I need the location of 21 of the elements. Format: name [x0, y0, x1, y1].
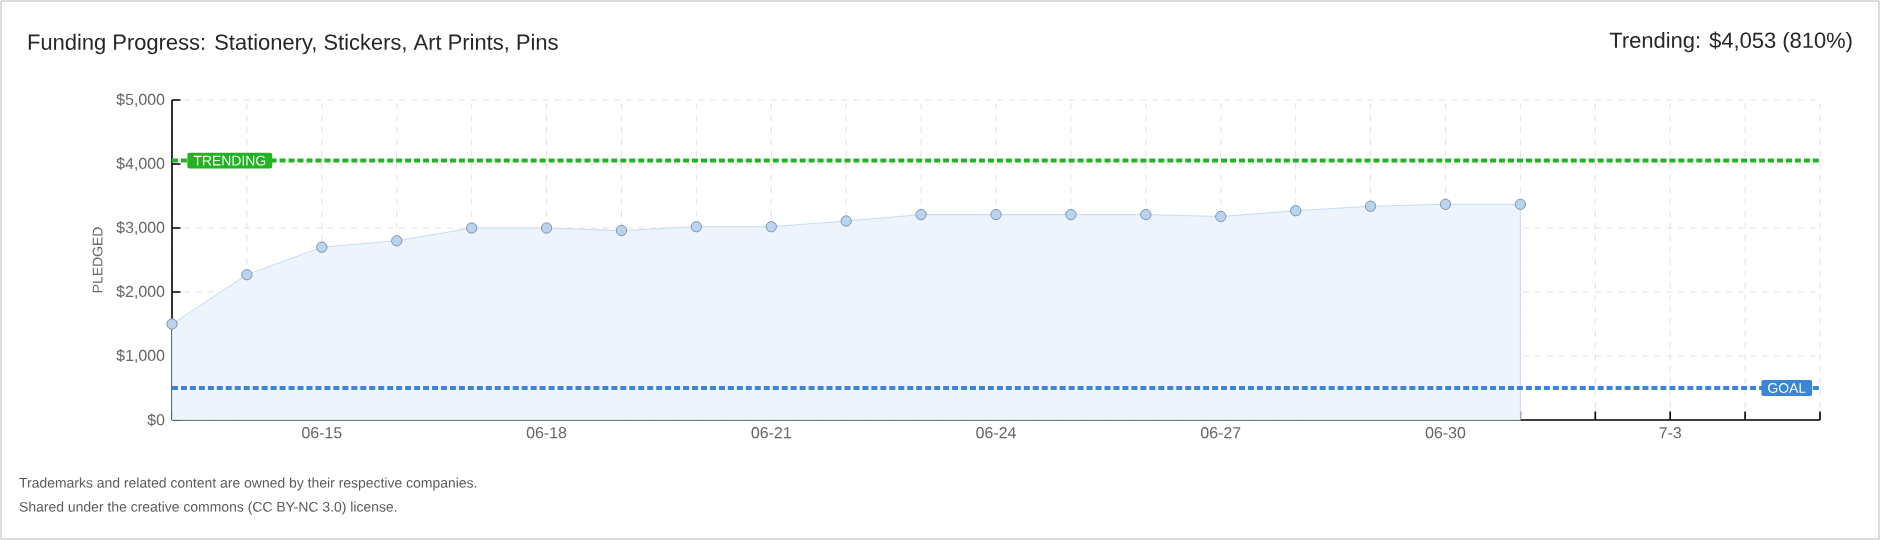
point [690, 221, 702, 233]
point [990, 208, 1002, 221]
point [1065, 208, 1077, 221]
point [466, 222, 478, 234]
point [166, 318, 178, 330]
point [316, 241, 328, 253]
point [1140, 208, 1152, 221]
chart-subtitle: Trending: $4,053 (810%) [1609, 31, 1852, 53]
point [1514, 198, 1526, 210]
chart-title: Funding Progress: Stationery, Stickers, Art Prints, Pins [28, 33, 558, 55]
point [1364, 200, 1377, 212]
point [1290, 205, 1302, 217]
point [1215, 210, 1227, 223]
point [915, 208, 927, 221]
point [241, 269, 253, 281]
point [765, 221, 777, 233]
point [840, 215, 852, 227]
point [1439, 198, 1452, 210]
point [615, 224, 628, 237]
point [540, 222, 553, 234]
point [391, 235, 403, 247]
